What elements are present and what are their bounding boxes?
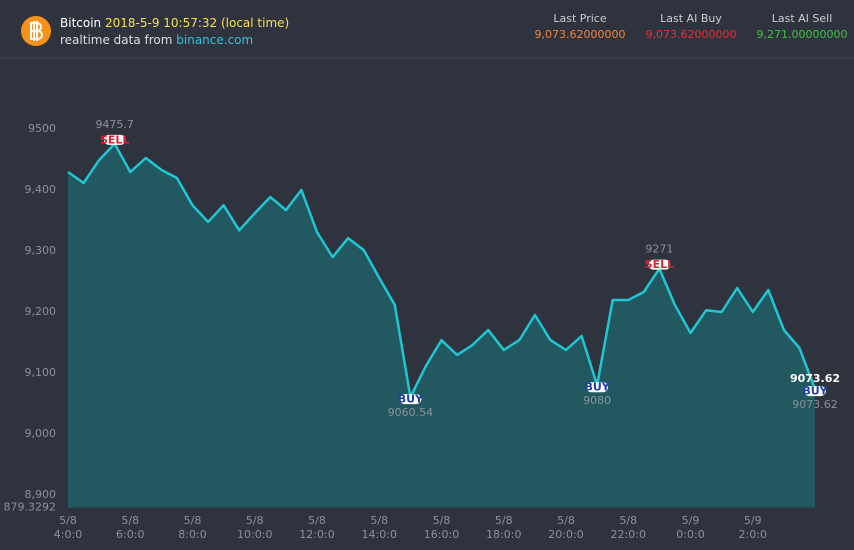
- stat-label: Last AI Sell: [771, 12, 833, 25]
- signal-label: BUY: [584, 381, 610, 394]
- y-tick-label: 879.3292: [4, 501, 57, 514]
- y-tick-label: 9500: [28, 122, 56, 135]
- value-label: 9080: [583, 394, 611, 407]
- source-text: realtime data from: [60, 33, 173, 47]
- x-tick-label: 5/8 6:0:0: [116, 514, 145, 541]
- signal-badge: [648, 259, 671, 270]
- area: [68, 143, 815, 508]
- value-label: 9271: [645, 243, 673, 256]
- stat-value: 9,073.62000000: [534, 28, 626, 41]
- signal-badge: [103, 134, 126, 145]
- stat-label: Last AI Buy: [660, 12, 722, 25]
- stat-value: 9,073.62000000: [645, 28, 737, 41]
- value-label: 9475.7: [95, 118, 134, 131]
- x-tick-label: 5/8 16:0:0: [423, 514, 460, 541]
- signal-label: SELL: [645, 258, 674, 271]
- x-tick-label: 5/8 14:0:0: [361, 514, 397, 541]
- x-tick-label: 5/8 12:0:0: [299, 514, 335, 541]
- y-tick-label: 8,900: [25, 488, 57, 501]
- coin-name: Bitcoin: [60, 16, 102, 30]
- y-tick-label: 9,400: [25, 183, 57, 196]
- signal-label: BUY: [802, 385, 828, 398]
- signal-label: BUY: [398, 393, 424, 406]
- title-row: Bitcoin 2018-5-9 10:57:32 (local time): [60, 16, 289, 30]
- x-tick-label: 5/8 18:0:0: [486, 514, 522, 541]
- value-label: 9060.54: [388, 406, 434, 419]
- timestamp: 2018-5-9 10:57:32 (local time): [104, 16, 290, 30]
- source-row: realtime data from binance.com: [60, 33, 253, 47]
- current-label: 9073.62: [790, 372, 840, 385]
- signal-badge: [586, 382, 609, 393]
- signal-label: SELL: [100, 133, 129, 146]
- line: [67, 142, 817, 399]
- x-tick-label: 5/8 8:0:0: [178, 514, 207, 541]
- signal-badge: [804, 386, 826, 397]
- y-tick-label: 9,200: [25, 305, 57, 318]
- signal-badge: [399, 394, 422, 405]
- x-tick-label: 5/9 2:0:0: [738, 514, 767, 541]
- stat-label: Last Price: [553, 12, 607, 25]
- x-tick-label: 5/8 10:0:0: [237, 514, 273, 541]
- stat: Last AI Buy 9,073.62000000: [636, 11, 746, 43]
- value-label: 9073.62: [792, 398, 838, 411]
- stat: Last Price 9,073.62000000: [525, 11, 635, 43]
- x-tick-label: 5/8 4:0:0: [53, 514, 83, 541]
- x-tick-label: 5/9 0:0:0: [676, 514, 705, 541]
- x-tick-label: 5/8 20:0:0: [548, 514, 584, 541]
- bitcoin-glyph: [30, 21, 43, 41]
- stat: Last AI Sell 9,271.00000000: [747, 11, 854, 43]
- y-tick-label: 9,000: [25, 427, 57, 440]
- y-tick-label: 9,100: [25, 366, 57, 379]
- source-link[interactable]: binance.com: [176, 33, 254, 47]
- stat-value: 9,271.00000000: [756, 28, 848, 41]
- y-tick-label: 9,300: [25, 244, 57, 257]
- x-tick-label: 5/8 22:0:0: [610, 514, 646, 541]
